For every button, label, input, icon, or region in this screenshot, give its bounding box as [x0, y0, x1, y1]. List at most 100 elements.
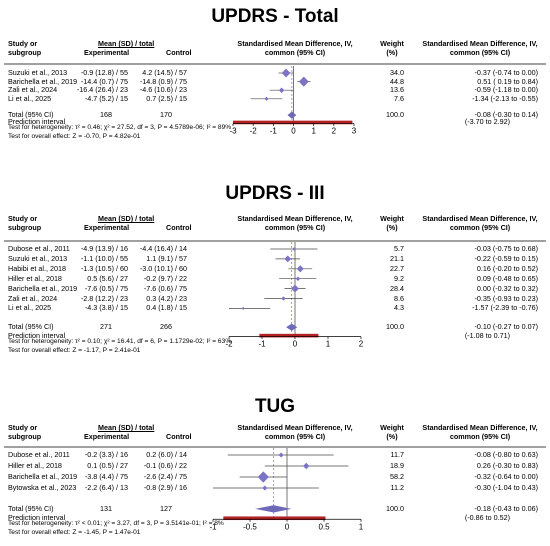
- x-axis-tick-label: -3: [229, 126, 237, 135]
- total-weight: 100.0: [386, 503, 404, 513]
- total-weight: 100.0: [386, 322, 404, 332]
- study-name: Barichella et al., 2019: [8, 76, 78, 86]
- panel-title: TUG: [254, 396, 296, 417]
- study-ci-text: -0.37 (-0.74 to 0.00): [474, 68, 538, 77]
- total-control-n: 266: [160, 322, 172, 332]
- study-control: -0.1 (0.6) / 22: [143, 461, 187, 470]
- header-study: Study or: [8, 39, 38, 48]
- total-control-n: 127: [160, 503, 172, 513]
- total-label: Total (95% CI): [8, 110, 54, 120]
- study-effect-marker: [298, 76, 309, 87]
- header-subgroup: subgroup: [8, 48, 42, 57]
- header-weight: Weight: [380, 423, 404, 432]
- study-weight: 22.7: [390, 263, 404, 273]
- study-effect-marker: [281, 296, 286, 301]
- study-ci-text: -1.34 (-2.13 to -0.55): [472, 93, 538, 103]
- header-ci: Standardised Mean Difference, IV,: [422, 423, 538, 432]
- study-weight: 4.3: [394, 303, 404, 313]
- study-name: Suzuki et al., 2013: [8, 68, 68, 77]
- prediction-interval-bar: [223, 516, 326, 521]
- study-name: Li et al., 2025: [8, 303, 52, 313]
- study-ci-text: -0.35 (-0.93 to 0.23): [474, 293, 538, 303]
- study-weight: 18.9: [390, 461, 404, 470]
- study-effect-marker: [284, 255, 292, 263]
- study-experimental: -7.6 (0.5) / 75: [84, 283, 128, 293]
- study-name: Hiller et al., 2018: [8, 461, 62, 470]
- header-control: Control: [166, 432, 192, 441]
- study-weight: 11.2: [390, 483, 404, 492]
- x-axis-tick-label: -1: [270, 126, 278, 135]
- study-control: -0.2 (9.7) / 22: [143, 273, 187, 283]
- heterogeneity-test: Test for heterogeneity: τ² = 0.10; χ² = …: [8, 337, 232, 345]
- header-ci-unit: common (95% CI): [449, 48, 511, 57]
- study-effect-marker: [241, 306, 245, 310]
- study-effect-marker: [278, 452, 284, 458]
- header-subgroup: subgroup: [8, 223, 42, 232]
- header-experimental: Experimental: [84, 223, 130, 232]
- header-smd: Standardised Mean Difference, IV,: [237, 423, 353, 432]
- prediction-label: Prediction interval: [8, 513, 66, 523]
- total-label: Total (95% CI): [8, 503, 54, 513]
- x-axis-tick-label: 2: [359, 340, 364, 349]
- study-control: -0.8 (2.9) / 16: [143, 483, 187, 492]
- prediction-ci-text: (-3.70 to 2.92): [464, 117, 510, 127]
- study-name: Suzuki et al., 2013: [8, 253, 68, 263]
- x-axis-tick-label: 0: [293, 340, 298, 349]
- study-weight: 9.2: [394, 273, 404, 283]
- pooled-diamond: [286, 323, 298, 331]
- study-control: 0.4 (1.8) / 15: [146, 303, 187, 313]
- pooled-diamond: [287, 111, 297, 119]
- x-axis-tick-label: -1: [258, 340, 266, 349]
- study-ci-text: -0.03 (-0.75 to 0.68): [474, 244, 538, 253]
- study-control: 0.3 (4.2) / 23: [146, 293, 187, 303]
- study-ci-text: -0.32 (-0.64 to 0.00): [474, 472, 538, 481]
- study-name: Zali et al., 2024: [8, 85, 58, 95]
- study-ci-text: -0.59 (-1.18 to 0.00): [474, 85, 538, 95]
- header-experimental: Experimental: [84, 48, 130, 57]
- study-name: Dubose et al., 2011: [8, 244, 70, 253]
- study-name: Barichella et al., 2019: [8, 472, 78, 481]
- total-experimental-n: 271: [100, 322, 112, 332]
- header-ci-unit: common (95% CI): [449, 223, 511, 232]
- x-axis-tick-label: -2: [225, 340, 233, 349]
- study-weight: 11.7: [390, 450, 404, 459]
- header-weight: Weight: [380, 39, 404, 48]
- study-weight: 8.6: [394, 293, 404, 303]
- study-experimental: -14.4 (0.7) / 75: [80, 76, 128, 86]
- prediction-label: Prediction interval: [8, 330, 66, 340]
- study-name: Habibi et al., 2018: [8, 263, 66, 273]
- study-ci-text: 0.51 ( 0.19 to 0.84): [477, 76, 538, 86]
- header-study: Study or: [8, 423, 38, 432]
- header-ci: Standardised Mean Difference, IV,: [422, 214, 538, 223]
- study-effect-marker: [296, 265, 304, 273]
- heterogeneity-test: Test for heterogeneity: τ² < 0.01; χ² = …: [8, 520, 224, 528]
- prediction-label: Prediction interval: [8, 117, 66, 127]
- header-weight-unit: (%): [386, 223, 398, 232]
- study-experimental: -16.4 (26.4) / 23: [76, 85, 128, 95]
- study-effect-marker: [281, 68, 291, 78]
- x-axis-tick-label: 3: [352, 126, 357, 135]
- total-ci-text: -0.10 (-0.27 to 0.07): [474, 322, 538, 332]
- total-control-n: 170: [160, 110, 172, 120]
- study-experimental: -1.3 (10.5) / 60: [80, 263, 128, 273]
- header-study: Study or: [8, 214, 38, 223]
- total-ci-text: -0.18 (-0.43 to 0.06): [474, 503, 538, 513]
- prediction-interval-bar: [259, 333, 319, 338]
- study-experimental: -4.9 (13.9) / 16: [80, 244, 128, 253]
- header-weight-unit: (%): [386, 432, 398, 441]
- study-control: 1.1 (9.1) / 57: [146, 253, 187, 263]
- header-control: Control: [166, 48, 192, 57]
- header-control: Control: [166, 223, 192, 232]
- study-control: -14.8 (0.9) / 75: [139, 76, 187, 86]
- study-name: Bytowska et al., 2023: [8, 483, 77, 492]
- study-name: Li et al., 2025: [8, 93, 52, 103]
- study-control: 0.7 (2.5) / 15: [146, 93, 187, 103]
- header-weight-unit: (%): [386, 48, 398, 57]
- study-experimental: 0.5 (5.6) / 27: [87, 273, 128, 283]
- study-weight: 58.2: [390, 472, 404, 481]
- study-effect-marker: [278, 87, 285, 93]
- study-control: -2.6 (2.4) / 75: [143, 472, 187, 481]
- study-ci-text: 0.16 (-0.20 to 0.52): [476, 263, 538, 273]
- study-weight: 7.6: [394, 93, 404, 103]
